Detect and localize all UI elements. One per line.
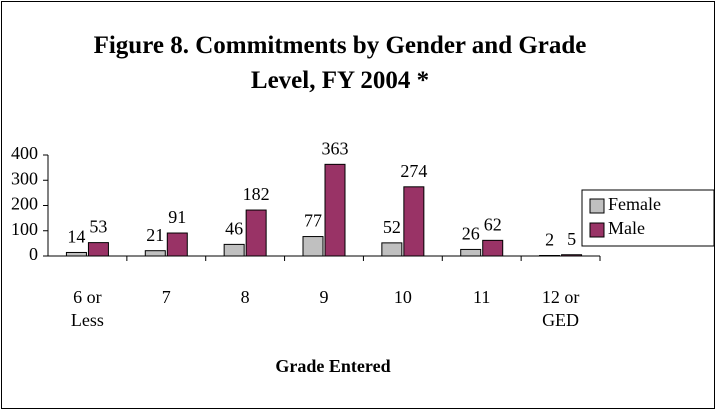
legend-label: Female bbox=[608, 194, 661, 214]
x-tick-label: 12 or GED bbox=[541, 287, 580, 330]
data-label: 2 bbox=[545, 230, 554, 250]
bar bbox=[539, 254, 561, 257]
data-label: 21 bbox=[146, 225, 164, 245]
x-tick-label: 6 or Less bbox=[70, 287, 104, 330]
bar bbox=[381, 242, 403, 257]
bar bbox=[144, 250, 166, 257]
x-tick-label: 9 bbox=[319, 287, 329, 307]
y-tick-label: 100 bbox=[11, 219, 38, 239]
x-tick-label: 10 bbox=[393, 287, 412, 307]
data-label: 26 bbox=[462, 224, 480, 244]
bar bbox=[561, 254, 583, 257]
bar bbox=[223, 243, 245, 257]
bar bbox=[166, 232, 188, 257]
data-label: 274 bbox=[400, 161, 427, 181]
y-tick-label: 400 bbox=[11, 143, 38, 163]
bar bbox=[403, 186, 425, 257]
bar bbox=[87, 242, 109, 257]
data-label: 363 bbox=[322, 138, 349, 158]
legend-label: Male bbox=[608, 218, 645, 238]
chart-title: Figure 8. Commitments by Gender and Grad… bbox=[93, 32, 587, 94]
legend-swatch bbox=[589, 222, 605, 238]
x-axis-title: Grade Entered bbox=[275, 356, 391, 376]
y-tick-label: 300 bbox=[11, 168, 38, 188]
bar bbox=[302, 236, 324, 257]
legend-swatch bbox=[589, 198, 605, 214]
data-label: 77 bbox=[304, 211, 322, 231]
data-label: 53 bbox=[89, 217, 107, 237]
y-tick-label: 200 bbox=[11, 194, 38, 214]
x-tick-label: 11 bbox=[473, 287, 491, 307]
y-tick-label: 0 bbox=[29, 244, 38, 264]
data-label: 52 bbox=[383, 217, 401, 237]
data-label: 62 bbox=[484, 214, 502, 234]
data-label: 5 bbox=[567, 229, 576, 249]
bar bbox=[324, 163, 346, 257]
x-tick-label: 7 bbox=[161, 287, 171, 307]
bar bbox=[65, 251, 87, 257]
bar bbox=[460, 248, 482, 257]
data-label: 182 bbox=[243, 184, 270, 204]
data-label: 14 bbox=[67, 227, 85, 247]
bar bbox=[482, 239, 504, 257]
data-label: 46 bbox=[225, 219, 243, 239]
bar bbox=[245, 209, 267, 257]
data-label: 91 bbox=[168, 207, 186, 227]
x-tick-label: 8 bbox=[240, 287, 250, 307]
